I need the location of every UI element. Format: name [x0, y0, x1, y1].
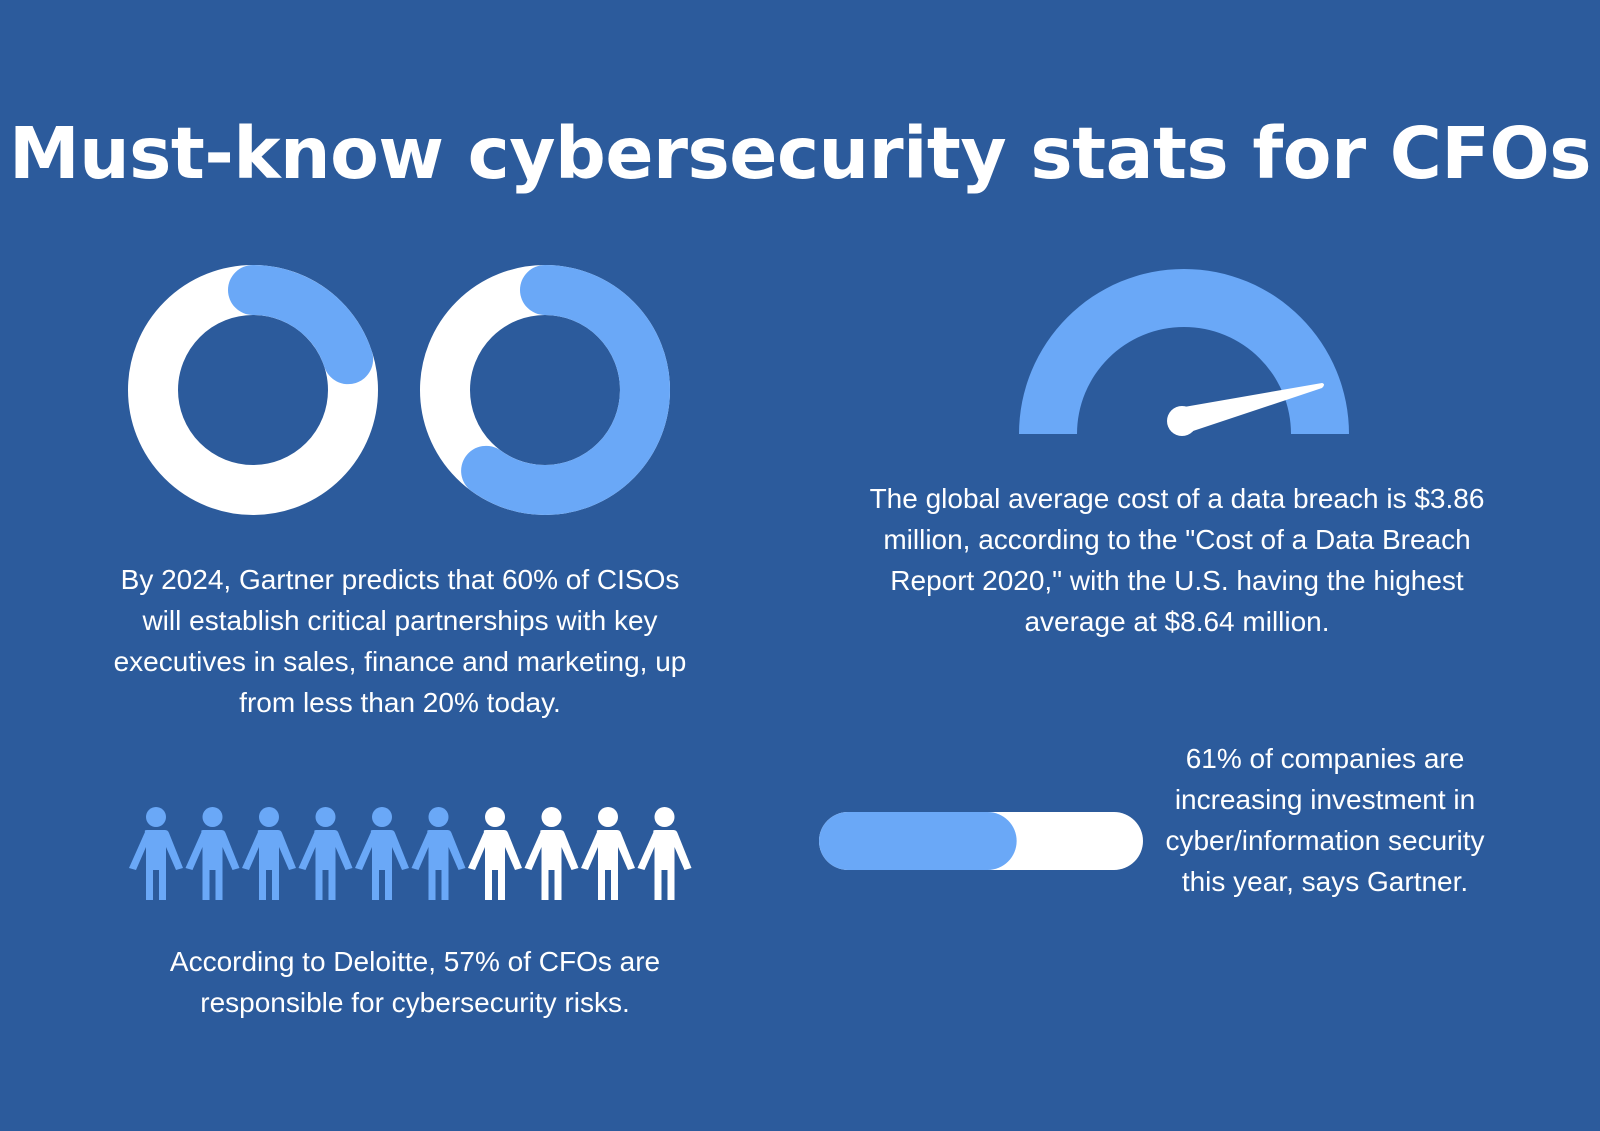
- donut-2-arc: [420, 265, 670, 515]
- person-icon: [411, 807, 466, 900]
- progress-bar: [819, 812, 1143, 870]
- breach-stat-text: The global average cost of a data breach…: [869, 483, 1485, 637]
- person-icon: [524, 807, 579, 900]
- donut-chart-2: [420, 265, 670, 515]
- person-icon: [581, 807, 635, 900]
- person-icon: [637, 807, 692, 900]
- donut-1-arc: [128, 265, 378, 515]
- person-icon: [355, 807, 409, 900]
- investment-stat-text: 61% of companies are increasing investme…: [1165, 743, 1485, 897]
- person-icon: [129, 807, 183, 900]
- progress-bar-fill: [819, 812, 1017, 870]
- people-pictogram: [129, 807, 692, 900]
- gauge-arc: [1019, 269, 1349, 434]
- ciso-stat-text: By 2024, Gartner predicts that 60% of CI…: [113, 564, 687, 718]
- page-title: Must-know cybersecurity stats for CFOs: [8, 112, 1592, 195]
- cfo-stat-text: According to Deloitte, 57% of CFOs are r…: [169, 946, 661, 1018]
- gauge-meter: [1019, 269, 1349, 436]
- donut-chart-1: [128, 265, 378, 515]
- gauge-needle: [1181, 383, 1324, 435]
- person-icon: [468, 807, 522, 900]
- person-icon: [298, 807, 353, 900]
- person-icon: [242, 807, 296, 900]
- gauge-hub: [1167, 406, 1197, 436]
- person-icon: [185, 807, 240, 900]
